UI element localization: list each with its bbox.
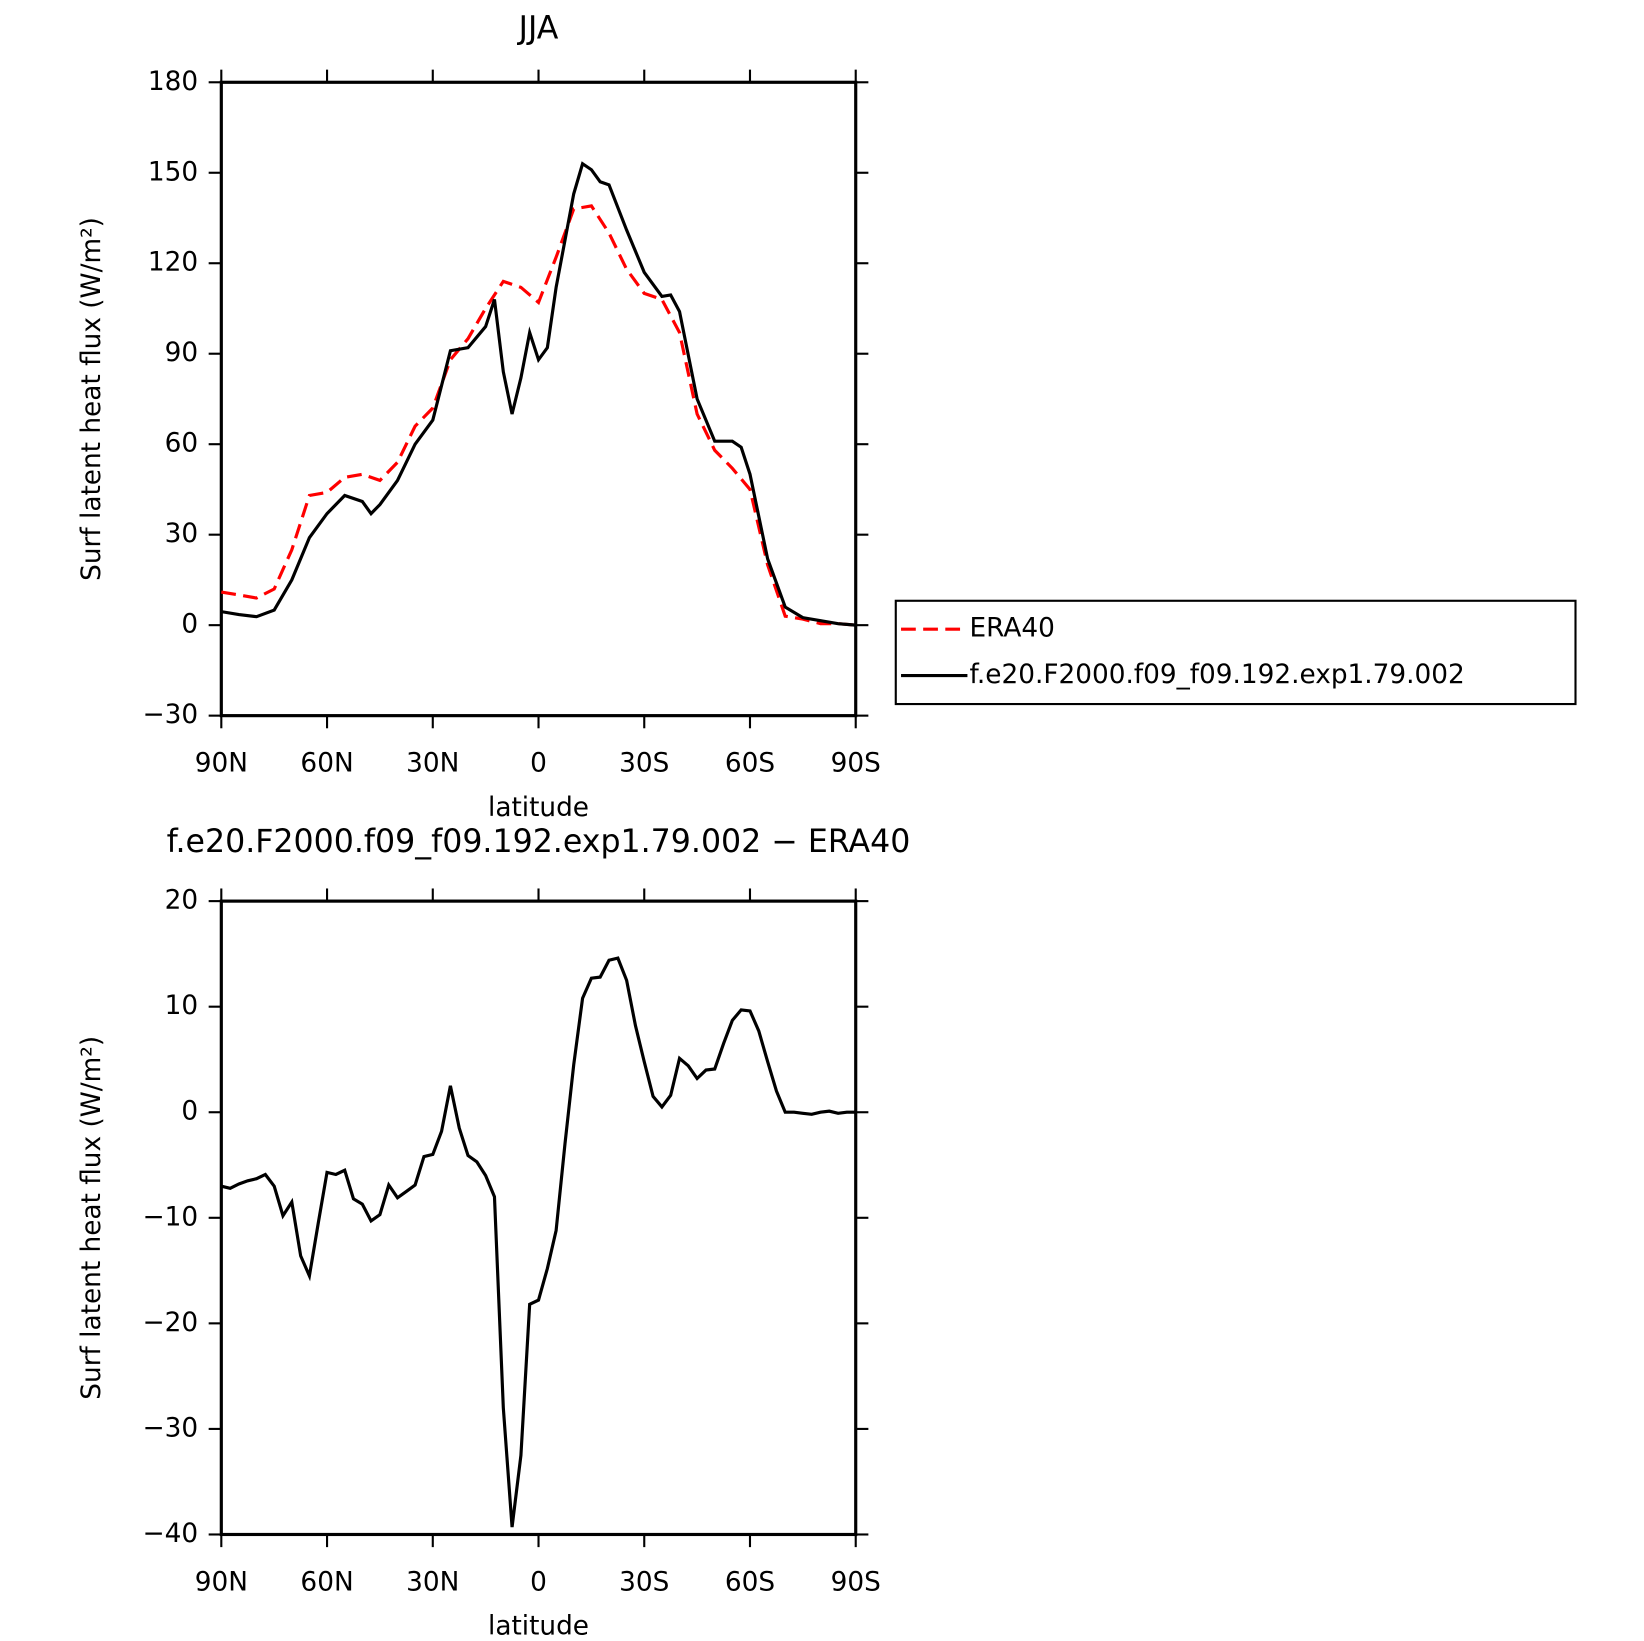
x-tick-label: 30S: [619, 749, 669, 779]
y-tick-label: −40: [143, 1519, 199, 1549]
y-axis-label: Surf latent heat flux (W/m²): [77, 217, 107, 581]
y-tick-label: 0: [181, 610, 198, 640]
chart-title: JJA: [517, 11, 559, 47]
plot-frame: [219, 899, 858, 1537]
y-tick-label: 120: [148, 248, 198, 278]
y-tick-label: −10: [143, 1202, 199, 1232]
x-tick-label: 0: [530, 1567, 547, 1597]
x-tick-label: 90S: [831, 1567, 881, 1597]
y-tick-label: −30: [143, 700, 199, 730]
plot-frame: [219, 80, 858, 718]
data-line: [221, 161, 856, 627]
x-tick-label: 60S: [725, 1567, 775, 1597]
y-tick-label: 20: [165, 886, 199, 916]
legend-label: ERA40: [970, 614, 1055, 644]
x-tick-label: 60N: [300, 749, 353, 779]
y-tick-label: 180: [148, 67, 198, 97]
y-tick-label: 60: [165, 429, 199, 459]
x-axis-label: latitude: [488, 793, 589, 823]
x-axis-label: latitude: [488, 1612, 589, 1641]
chart-title: f.e20.F2000.f09_f09.192.exp1.79.002 − ER…: [167, 824, 911, 860]
x-tick-label: 90N: [195, 1567, 248, 1597]
y-tick-label: 30: [165, 519, 199, 549]
data-line: [221, 204, 856, 627]
x-tick-label: 0: [530, 749, 547, 779]
x-tick-label: 30N: [406, 749, 459, 779]
x-tick-label: 90N: [195, 749, 248, 779]
x-tick-label: 60S: [725, 749, 775, 779]
y-tick-label: 0: [181, 1097, 198, 1127]
legend-label: f.e20.F2000.f09_f09.192.exp1.79.002: [970, 660, 1465, 690]
x-tick-label: 30N: [406, 1567, 459, 1597]
x-tick-label: 60N: [300, 1567, 353, 1597]
y-tick-label: 150: [148, 157, 198, 187]
legend-box: [894, 599, 1577, 706]
y-tick-label: −20: [143, 1308, 199, 1338]
y-tick-label: 90: [165, 338, 199, 368]
data-line: [220, 956, 856, 1528]
y-axis-label: Surf latent heat flux (W/m²): [77, 1036, 107, 1400]
y-tick-label: 10: [165, 991, 199, 1021]
x-tick-label: 30S: [619, 1567, 669, 1597]
y-tick-label: −30: [143, 1413, 199, 1443]
x-tick-label: 90S: [831, 749, 881, 779]
